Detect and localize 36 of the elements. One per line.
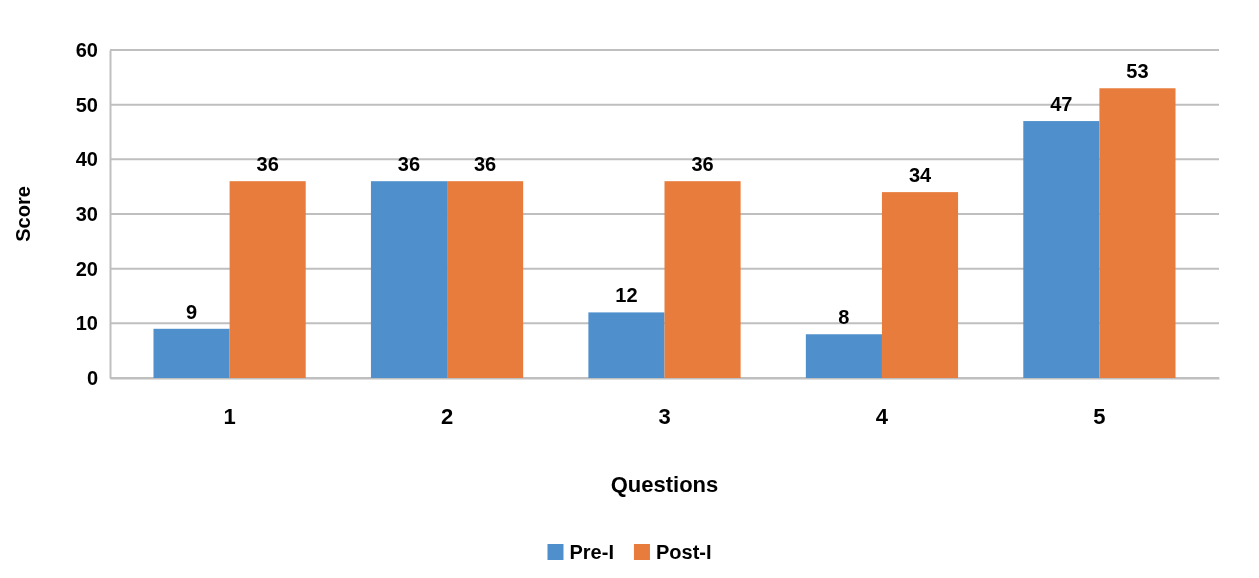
data-label: 12 bbox=[615, 284, 638, 307]
x-tick-label: 3 bbox=[658, 403, 671, 429]
bar bbox=[881, 192, 959, 378]
data-label: 53 bbox=[1126, 60, 1149, 83]
bar bbox=[805, 334, 882, 378]
legend-label: Pre-I bbox=[569, 541, 614, 563]
y-tick-label: 20 bbox=[75, 257, 98, 280]
data-label: 36 bbox=[473, 153, 497, 176]
data-label: 36 bbox=[256, 153, 279, 176]
bar bbox=[1023, 121, 1100, 378]
y-tick-label: 10 bbox=[75, 312, 98, 335]
x-tick-label: 4 bbox=[875, 403, 889, 429]
x-tick-label: 5 bbox=[1093, 403, 1106, 429]
bar bbox=[664, 181, 741, 378]
legend-label: Post-I bbox=[655, 541, 712, 563]
y-tick-label: 30 bbox=[75, 202, 98, 225]
y-tick-label: 50 bbox=[75, 93, 98, 116]
y-tick-label: 40 bbox=[75, 148, 98, 171]
data-label: 9 bbox=[185, 300, 198, 323]
bar bbox=[1099, 88, 1176, 378]
y-axis-title: Score bbox=[12, 186, 34, 242]
data-label: 36 bbox=[397, 153, 421, 176]
data-label: 36 bbox=[691, 153, 714, 176]
x-axis-title: Questions bbox=[610, 472, 719, 497]
bar bbox=[229, 181, 306, 378]
y-tick-label: 60 bbox=[75, 38, 98, 61]
y-tick-label: 0 bbox=[86, 366, 98, 389]
data-label: 8 bbox=[838, 306, 850, 329]
bar bbox=[588, 312, 665, 378]
x-tick-label: 2 bbox=[440, 403, 454, 429]
bar bbox=[153, 328, 230, 378]
bar bbox=[370, 181, 448, 378]
data-label: 34 bbox=[908, 164, 932, 187]
data-label: 47 bbox=[1050, 93, 1073, 116]
x-tick-label: 1 bbox=[223, 403, 236, 429]
bar bbox=[447, 181, 524, 378]
